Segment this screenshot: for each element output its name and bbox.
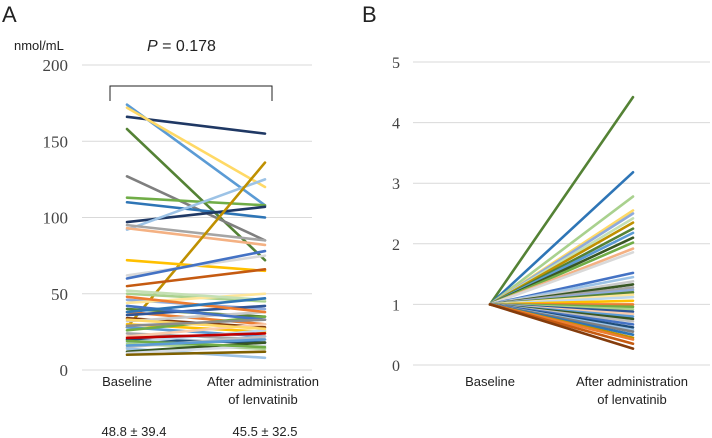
y-tick-label: 0 [60, 361, 69, 380]
summary-stat: 48.8 ± 39.4 [102, 424, 167, 438]
series-line [125, 106, 267, 189]
series-line [125, 289, 267, 302]
series-line [125, 310, 267, 323]
series-line [125, 226, 267, 247]
y-tick-label: 150 [43, 132, 69, 151]
panel-a: 0 50 100 150 200 Baseline After administration… [43, 56, 320, 438]
series-line [125, 332, 267, 340]
series-line [125, 175, 267, 242]
series-line [125, 292, 267, 305]
series-line [125, 318, 267, 331]
series-line [125, 178, 267, 231]
x-category-label: Baseline [102, 374, 152, 389]
significance-label: P = 0.178 [147, 38, 216, 55]
y-tick-label: 2 [392, 237, 400, 254]
series-line [488, 170, 635, 306]
series-line [125, 196, 267, 207]
series-line [125, 350, 267, 357]
panel-b: 0 1 2 3 4 5 Baseline After administration of len… [392, 55, 710, 407]
series-line [125, 205, 267, 224]
x-category-label: of lenvatinib [597, 392, 666, 407]
series-line [125, 223, 267, 242]
series-line [125, 304, 267, 317]
x-category-label: After administration [207, 374, 319, 389]
series-line [125, 297, 267, 314]
y-tick-label: 200 [43, 56, 69, 75]
significance-value: = 0.178 [158, 38, 216, 55]
x-category-label: of lenvatinib [228, 392, 297, 407]
series-line [125, 338, 267, 347]
series-line [125, 341, 267, 354]
panel-label-b: B [362, 2, 377, 27]
summary-stat: 45.5 ± 32.5 [233, 424, 298, 438]
y-tick-label: 4 [392, 116, 400, 133]
x-category-label: Baseline [465, 374, 515, 389]
series-line [488, 303, 635, 350]
y-tick-label: 100 [43, 209, 69, 228]
series-line [488, 95, 635, 306]
series-line [488, 250, 635, 306]
series-line [125, 339, 267, 349]
y-tick-label: 0 [392, 358, 400, 375]
y-tick-label: 3 [392, 176, 400, 193]
series-line [125, 304, 267, 321]
series-line [125, 249, 267, 280]
panel-label-a: A [2, 2, 17, 27]
series-line [488, 195, 635, 306]
series-line [125, 268, 267, 288]
series-line [125, 318, 267, 328]
y-tick-label: 1 [392, 297, 400, 314]
series-line [125, 200, 267, 219]
significance-bracket [109, 85, 273, 101]
x-category-label: After administration [576, 374, 688, 389]
significance-p: P [147, 38, 158, 55]
y-tick-label: 50 [51, 285, 68, 304]
y-unit-label: nmol/mL [14, 38, 64, 53]
y-tick-label: 5 [392, 55, 400, 72]
